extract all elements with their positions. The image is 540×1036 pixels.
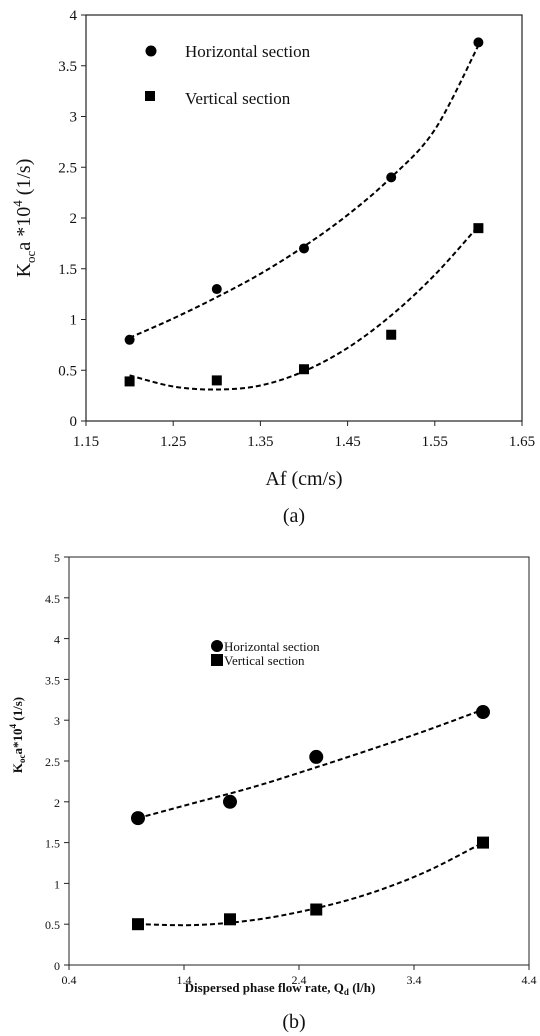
data-point-vertical (224, 913, 236, 926)
x-tick-label: 2.4 (292, 973, 307, 987)
data-point-horizontal (476, 705, 490, 720)
y-tick-label: 2 (54, 796, 60, 810)
y-tick-label: 1.5 (45, 837, 60, 851)
data-point-horizontal (309, 749, 324, 764)
legend-marker-vertical-b (211, 654, 223, 666)
data-point-horizontal (131, 811, 145, 826)
data-point-vertical (124, 376, 135, 387)
data-point-vertical (310, 903, 323, 916)
y-axis-a: 0 0.5 1 1.5 2 2.5 3 3.5 4 (58, 8, 86, 430)
x-tick-label: 1.4 (177, 973, 192, 987)
y-tick-label: 1 (54, 877, 60, 891)
data-point-horizontal (211, 284, 222, 295)
y-tick-label: 2 (70, 211, 78, 227)
chart-panel-a: 00.511.522.533.54 1.15 1.25 1.35 1.45 1.55 1.… (10, 8, 535, 527)
x-tick-label: 0.4 (62, 973, 77, 987)
x-tick-label: 4.4 (522, 973, 537, 987)
y-tick-label: 3 (54, 714, 60, 728)
x-axis-b: 0.4 1.4 2.4 3.4 4.4 (62, 965, 537, 987)
trendlines-a (129, 44, 480, 391)
data-point-horizontal (124, 334, 135, 345)
data-point-horizontal (299, 243, 309, 254)
y-tick-label: 2.5 (58, 160, 77, 176)
x-axis-a: 1.15 1.25 1.35 1.45 1.55 1.65 (73, 421, 535, 450)
legend-label-horizontal-a: Horizontal section (185, 42, 311, 61)
y-tick-label: 3.5 (45, 673, 60, 687)
legend-b: Horizontal section Vertical section (211, 639, 320, 668)
y-tick-label: 3.5 (58, 59, 77, 75)
y-tick-label: 4.5 (45, 592, 60, 606)
data-points-a (124, 37, 484, 387)
data-point-horizontal (473, 37, 484, 48)
legend-marker-horizontal-b (211, 640, 223, 652)
trendline-horizontal-b (137, 708, 484, 820)
data-point-vertical (477, 836, 489, 849)
x-tick-label: 1.25 (160, 434, 186, 450)
legend-label-vertical-a: Vertical section (185, 89, 291, 108)
data-point-vertical (211, 375, 222, 386)
y-tick-label: 0.5 (45, 918, 60, 932)
x-tick-label: 1.15 (73, 434, 99, 450)
x-tick-label: 1.35 (247, 434, 273, 450)
y-tick-label: 0 (70, 414, 78, 430)
trendlines-b (137, 708, 484, 927)
x-axis-title-a: Af (cm/s) (265, 468, 342, 490)
plot-area-a (85, 14, 523, 422)
y-tick-label: 4 (70, 8, 78, 24)
data-point-vertical (386, 329, 397, 340)
y-axis-b: 0 0.5 1 1.5 2 2.5 3 3.5 4 4.5 5 (45, 551, 69, 973)
trendline-vertical-b (137, 841, 484, 927)
y-tick-label: 4 (54, 633, 60, 647)
legend-marker-horizontal-a (145, 45, 157, 57)
legend-label-horizontal-b: Horizontal section (224, 639, 320, 654)
legend-a: Horizontal section Vertical section (145, 42, 311, 108)
x-tick-label: 1.55 (422, 434, 448, 450)
legend-marker-vertical-a (145, 91, 155, 101)
panel-label-b: (b) (282, 1011, 305, 1033)
x-axis-title-b: Dispersed phase flow rate, Qd (l/h) (185, 980, 376, 997)
y-axis-title-b: Koca*104 (1/s) (8, 697, 27, 773)
x-tick-label: 1.45 (334, 434, 360, 450)
y-tick-label: 0.5 (58, 363, 77, 379)
data-point-vertical (473, 223, 484, 234)
y-tick-label: 3 (70, 110, 78, 126)
y-tick-label: 0 (54, 959, 60, 973)
y-tick-label: 5 (54, 551, 60, 565)
x-tick-label: 1.65 (509, 434, 535, 450)
data-points-b (131, 705, 490, 931)
x-tick-label: 3.4 (407, 973, 422, 987)
trendline-horizontal-a (129, 44, 480, 339)
legend-label-vertical-b: Vertical section (224, 653, 305, 668)
y-axis-title-a: Koca *104 (1/s) (10, 159, 38, 278)
y-tick-label: 1.5 (58, 262, 77, 278)
data-point-horizontal (223, 794, 237, 809)
chart-panel-b: 0 0.5 1 1.5 2 2.5 3 3.5 4 4.5 5 0.4 1.4 2.4 3.4 4.4 Ho… (8, 551, 537, 1033)
y-tick-label: 1 (70, 313, 78, 329)
plot-area-b (68, 556, 530, 966)
data-point-vertical (299, 364, 309, 375)
data-point-horizontal (386, 172, 397, 183)
panel-label-a: (a) (283, 505, 305, 527)
data-point-vertical (132, 918, 144, 931)
y-tick-label: 2.5 (45, 755, 60, 769)
